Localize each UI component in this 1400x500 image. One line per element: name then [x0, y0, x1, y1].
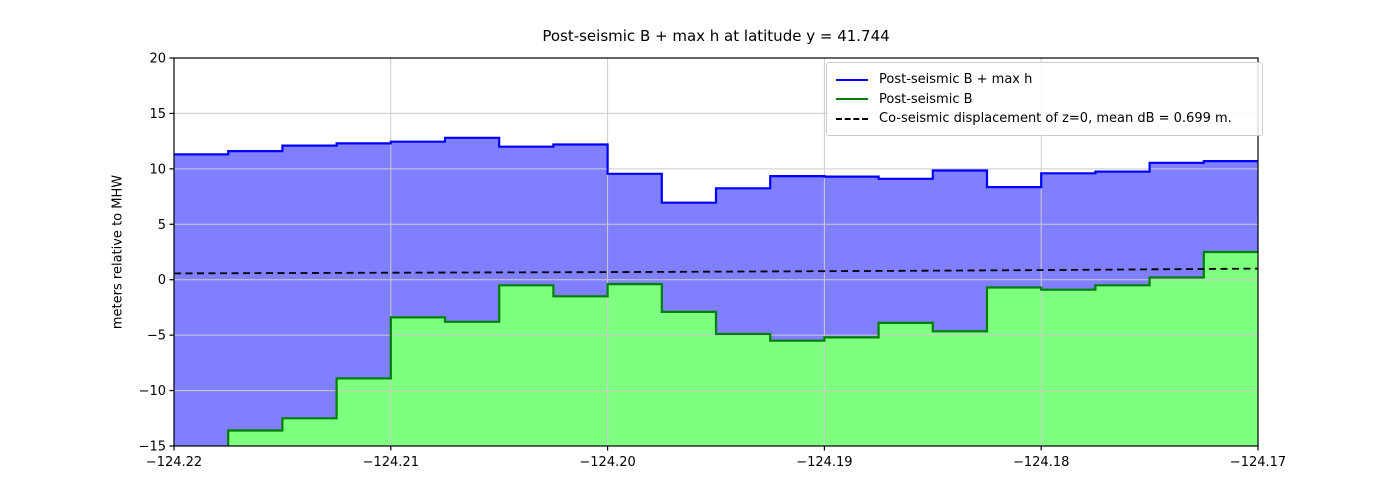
y-tick-label: 10: [149, 162, 166, 177]
coseismic-dashed-line: [174, 267, 1258, 275]
legend-line-sample-blue: [836, 78, 868, 81]
blue-area-fill: [174, 137, 1258, 446]
y-axis-label: meters relative to MHW: [110, 174, 126, 330]
y-tick-label: 20: [149, 52, 166, 67]
x-tick-label: −124.22: [146, 455, 202, 470]
green-area-fill: [228, 252, 1258, 446]
legend-item-coseismic-displacement: Co-seismic displacement of z=0, mean dB …: [836, 109, 1252, 128]
y-tick-label: 15: [149, 107, 166, 122]
legend-label: Post-seismic B: [879, 91, 973, 107]
legend-line-sample-dashed: [836, 117, 868, 120]
x-tick-label: −124.20: [579, 455, 635, 470]
post-seismic-b-line: [227, 250, 1258, 446]
legend-label: Co-seismic displacement of z=0, mean dB …: [879, 111, 1232, 126]
y-tick-label: −15: [139, 440, 166, 455]
post-seismic-b-max-h-line: [174, 136, 1258, 204]
x-tick-label: −124.18: [1013, 455, 1069, 470]
legend: Post-seismic B + max h Post-seismic B Co…: [826, 62, 1263, 136]
y-tick-label: −10: [139, 384, 166, 399]
y-tick-label: 0: [158, 273, 166, 288]
y-tick-label: 5: [158, 218, 166, 233]
chart-title: Post-seismic B + max h at latitude y = 4…: [542, 27, 890, 45]
legend-line-sample-green: [836, 98, 868, 100]
plot-border: [173, 57, 1259, 447]
x-tick-label: −124.17: [1230, 455, 1286, 470]
y-tick-label: −5: [147, 329, 166, 344]
legend-item-post-seismic-b: Post-seismic B: [836, 90, 1252, 109]
x-tick-label: −124.19: [796, 455, 852, 470]
legend-item-post-seismic-b-max-h: Post-seismic B + max h: [836, 70, 1252, 89]
legend-label: Post-seismic B + max h: [879, 72, 1033, 87]
x-tick-label: −124.21: [363, 455, 419, 470]
